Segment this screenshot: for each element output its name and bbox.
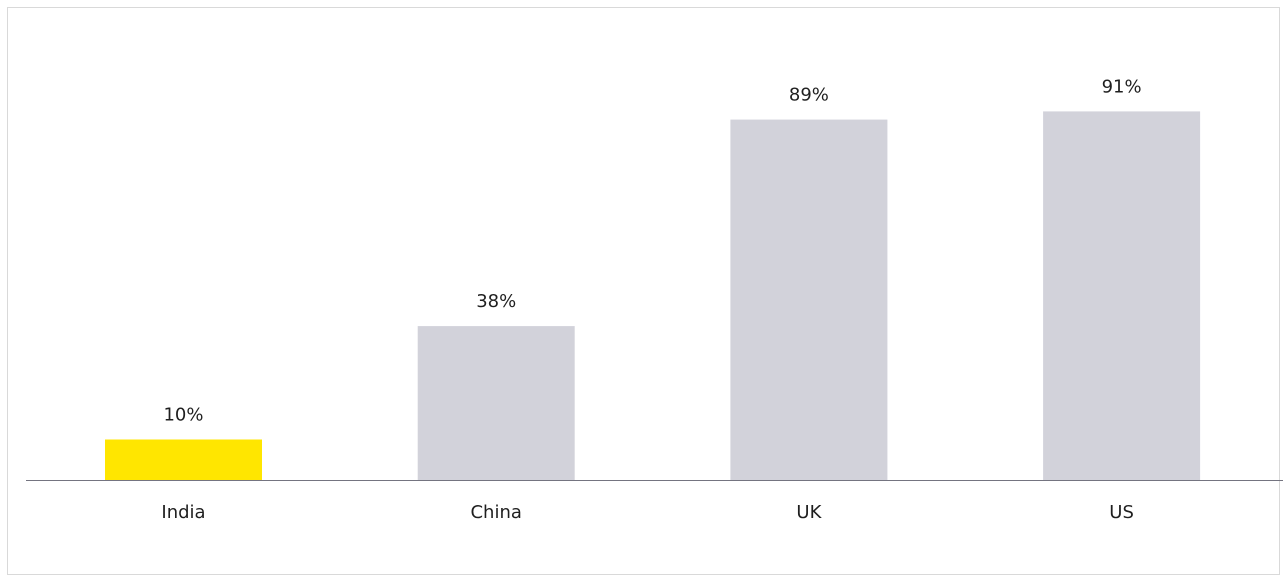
x-tick-label-china: China xyxy=(470,502,521,523)
data-label-us: 91% xyxy=(1102,76,1142,97)
data-label-uk: 89% xyxy=(789,85,829,106)
bar-india xyxy=(105,439,262,480)
bar-uk xyxy=(730,119,888,480)
x-tick-labels-layer: India China UK US xyxy=(161,502,1133,523)
data-label-china: 38% xyxy=(476,291,516,312)
x-tick-label-india: India xyxy=(161,502,205,523)
bar-us xyxy=(1043,111,1201,481)
x-tick-label-us: US xyxy=(1109,502,1134,523)
data-labels-layer: 10% 38% 89% 91% xyxy=(163,76,1141,425)
bars-layer xyxy=(105,111,1201,481)
x-tick-label-uk: UK xyxy=(796,502,822,523)
data-label-india: 10% xyxy=(163,405,203,426)
bar-china xyxy=(417,326,575,480)
